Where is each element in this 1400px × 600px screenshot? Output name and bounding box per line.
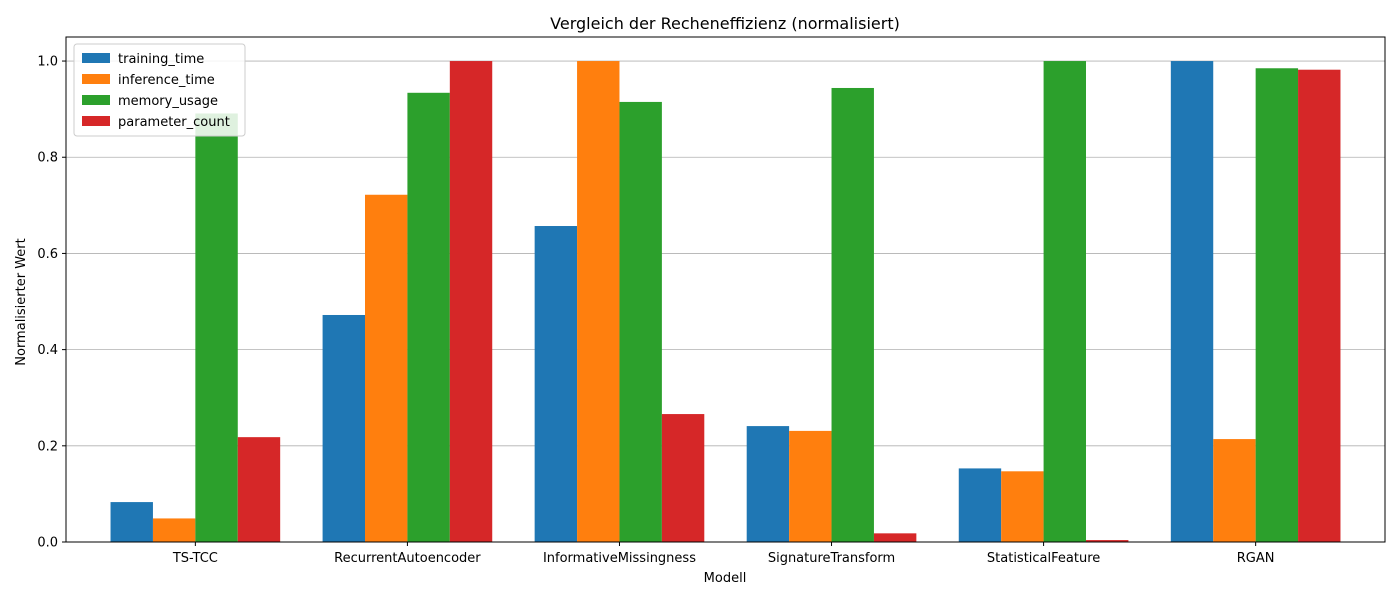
legend-swatch-inference_time	[82, 74, 110, 84]
legend-swatch-training_time	[82, 53, 110, 63]
plot-frame	[65, 36, 1386, 543]
bar-training_time	[322, 314, 366, 542]
x-axis: TS-TCC RecurrentAutoencoder InformativeMis…	[172, 542, 1275, 566]
bar-inference_time	[577, 61, 620, 543]
bar-parameter_count	[661, 414, 705, 542]
chart-title: Vergleich der Recheneffizienz (normalisi…	[550, 14, 900, 33]
bar-training_time	[534, 226, 578, 542]
bar-training_time	[1170, 61, 1214, 543]
x-axis-title: Modell	[704, 571, 747, 586]
bar-parameter_count	[1085, 540, 1129, 542]
bar-memory_usage	[831, 87, 874, 542]
bar-parameter_count	[449, 61, 493, 543]
x-tick-label: SignatureTransform	[768, 551, 895, 566]
y-tick-label: 0.2	[37, 439, 58, 454]
x-tick-label: RecurrentAutoencoder	[334, 551, 481, 566]
y-axis: 0.0 0.2 0.4 0.6 0.8 1.0	[37, 55, 66, 551]
bar-training_time	[958, 468, 1002, 542]
bar-inference_time	[365, 194, 408, 542]
bar-memory_usage	[407, 92, 450, 543]
x-tick-label: TS-TCC	[172, 551, 218, 566]
bar-training_time	[110, 502, 153, 542]
x-tick-label: RGAN	[1237, 551, 1275, 566]
legend-box	[73, 43, 246, 137]
bar-memory_usage	[1043, 61, 1086, 543]
legend-label-parameter_count: parameter_count	[118, 115, 230, 130]
x-tick-label: InformativeMissingness	[543, 551, 696, 566]
legend-swatch-parameter_count	[82, 116, 110, 126]
bar-memory_usage	[619, 101, 662, 542]
bars	[110, 61, 1341, 543]
bar-parameter_count	[1298, 69, 1341, 542]
legend-label-inference_time: inference_time	[118, 73, 215, 88]
y-tick-label: 0.4	[37, 343, 58, 358]
legend-label-training_time: training_time	[118, 52, 204, 67]
bar-inference_time	[1213, 439, 1256, 542]
y-axis-title: Normalisierter Wert	[14, 238, 29, 365]
bar-parameter_count	[237, 437, 281, 542]
y-tick-label: 0.6	[37, 247, 58, 262]
bar-parameter_count	[873, 533, 917, 542]
bar-training_time	[746, 426, 790, 542]
bar-inference_time	[152, 518, 196, 542]
y-tick-label: 1.0	[37, 55, 58, 70]
legend-swatch-memory_usage	[82, 95, 110, 105]
legend-label-memory_usage: memory_usage	[118, 94, 218, 109]
bar-memory_usage	[1255, 68, 1299, 542]
y-tick-label: 0.0	[37, 536, 58, 551]
bar-memory_usage	[195, 113, 238, 542]
bar-inference_time	[789, 430, 832, 542]
y-tick-label: 0.8	[37, 151, 58, 166]
x-tick-label: StatisticalFeature	[987, 551, 1100, 566]
bar-inference_time	[1001, 471, 1044, 542]
legend: training_time inference_time memory_usagep…	[73, 43, 246, 137]
